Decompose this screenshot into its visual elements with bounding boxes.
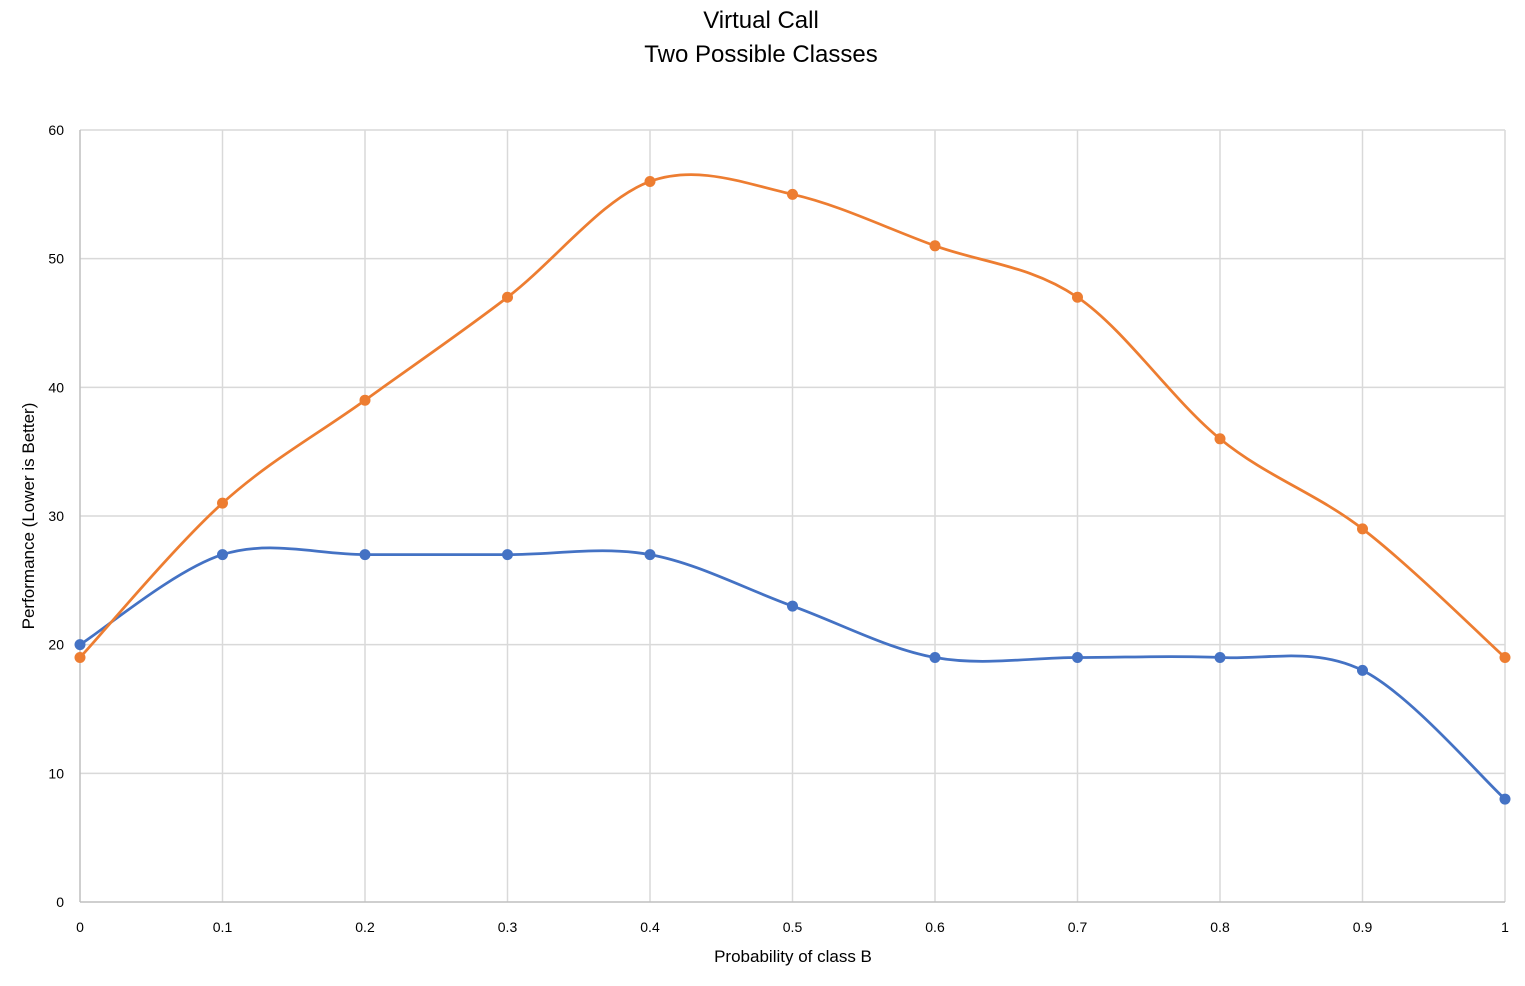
data-point-series-2 bbox=[1072, 291, 1083, 303]
chart-subtitle: Two Possible Classes bbox=[644, 41, 877, 68]
tick-labels: 0 10 20 30 40 50 60 0 0.1 0.2 0.3 0.4 0.5 0.6 0.7 0.8 0.… bbox=[48, 122, 1509, 935]
x-tick-label: 0 bbox=[76, 919, 84, 935]
y-tick-label: 50 bbox=[48, 251, 64, 267]
y-tick-label: 0 bbox=[56, 894, 64, 910]
data-point-series-1 bbox=[1357, 664, 1368, 676]
data-point-series-1 bbox=[644, 549, 656, 561]
data-point-series-2 bbox=[1499, 652, 1511, 664]
y-tick-label: 40 bbox=[48, 379, 64, 395]
data-point-series-1 bbox=[929, 652, 941, 664]
x-tick-label: 0.4 bbox=[640, 919, 660, 935]
x-tick-label: 0.8 bbox=[1210, 919, 1230, 935]
data-point-series-2 bbox=[644, 175, 656, 187]
data-point-series-2 bbox=[1214, 433, 1226, 445]
data-point-series-1 bbox=[1499, 793, 1511, 805]
x-tick-label: 0.7 bbox=[1068, 919, 1088, 935]
y-axis-title: Performance (Lower is Better) bbox=[19, 403, 38, 630]
x-axis-title: Probability of class B bbox=[714, 947, 872, 966]
data-points bbox=[74, 175, 1511, 805]
x-tick-label: 0.6 bbox=[925, 919, 945, 935]
data-point-series-2 bbox=[502, 291, 513, 303]
x-tick-label: 1 bbox=[1501, 919, 1509, 935]
data-point-series-2 bbox=[359, 394, 371, 406]
data-point-series-1 bbox=[359, 549, 371, 561]
data-point-series-2 bbox=[787, 188, 798, 200]
x-tick-label: 0.1 bbox=[213, 919, 233, 935]
x-tick-label: 0.9 bbox=[1353, 919, 1373, 935]
data-point-series-1 bbox=[74, 639, 86, 651]
x-tick-label: 0.3 bbox=[498, 919, 518, 935]
y-tick-label: 30 bbox=[48, 508, 64, 524]
data-point-series-1 bbox=[1072, 652, 1083, 664]
data-point-series-1 bbox=[787, 600, 798, 612]
gridlines bbox=[80, 129, 1506, 902]
data-point-series-1 bbox=[1214, 652, 1226, 664]
data-point-series-2 bbox=[74, 652, 86, 664]
x-tick-label: 0.2 bbox=[355, 919, 375, 935]
chart-title: Virtual Call bbox=[703, 7, 819, 34]
data-point-series-2 bbox=[217, 497, 228, 509]
axes bbox=[79, 130, 1505, 903]
data-point-series-2 bbox=[929, 240, 941, 252]
x-tick-label: 0.5 bbox=[783, 919, 803, 935]
data-point-series-1 bbox=[217, 549, 228, 561]
y-tick-label: 10 bbox=[48, 765, 64, 781]
data-point-series-2 bbox=[1357, 523, 1368, 535]
y-tick-label: 60 bbox=[48, 122, 64, 138]
y-tick-label: 20 bbox=[48, 637, 64, 653]
data-point-series-1 bbox=[502, 549, 513, 561]
